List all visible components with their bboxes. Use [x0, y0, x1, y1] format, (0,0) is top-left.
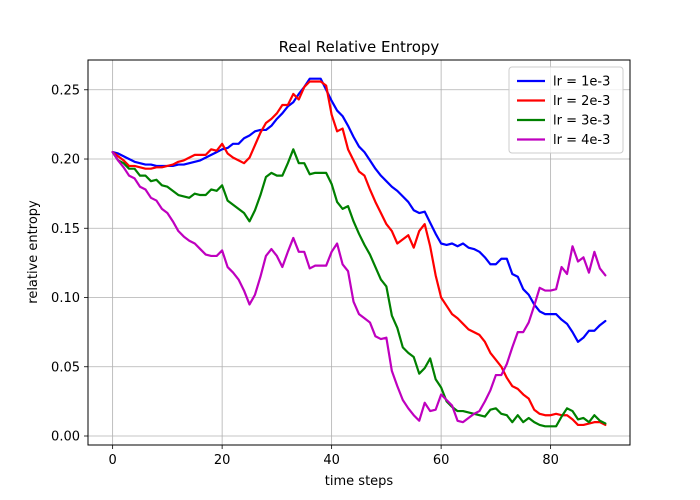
series-line-2 — [111, 80, 607, 427]
y-tick-label: 0.15 — [51, 222, 80, 237]
y-tick-label: 0.20 — [51, 153, 80, 168]
chart-title: Real Relative Entropy — [279, 38, 440, 56]
y-axis-ticks: 0.00 0.05 0.10 0.15 0.20 0.25 — [51, 83, 88, 444]
y-tick-label: 0.10 — [51, 291, 80, 306]
y-axis-label: relative entropy — [26, 200, 41, 304]
series-line-1 — [111, 77, 607, 343]
series-line-4 — [111, 151, 607, 424]
x-tick-label: 80 — [542, 453, 559, 468]
legend-label: lr = 3e-3 — [553, 114, 610, 129]
plot-area-frame — [87, 59, 631, 446]
x-tick-label: 0 — [108, 453, 116, 468]
x-axis-ticks: 0 20 40 60 80 — [108, 445, 559, 468]
x-axis-label: time steps — [325, 474, 394, 489]
legend-box — [508, 66, 624, 154]
x-tick-label: 20 — [214, 453, 231, 468]
legend-label: lr = 1e-3 — [553, 75, 610, 90]
x-tick-label: 40 — [323, 453, 340, 468]
series-line-3 — [111, 148, 607, 428]
legend-label: lr = 2e-3 — [553, 94, 610, 109]
y-tick-label: 0.05 — [51, 360, 80, 375]
legend-label: lr = 4e-3 — [553, 133, 610, 148]
y-tick-label: 0.00 — [51, 429, 80, 444]
series-layer — [111, 77, 607, 428]
x-tick-label: 60 — [433, 453, 450, 468]
legend: lr = 1e-3 lr = 2e-3 lr = 3e-3 lr = 4e-3 — [508, 66, 624, 154]
y-tick-label: 0.25 — [51, 83, 80, 98]
